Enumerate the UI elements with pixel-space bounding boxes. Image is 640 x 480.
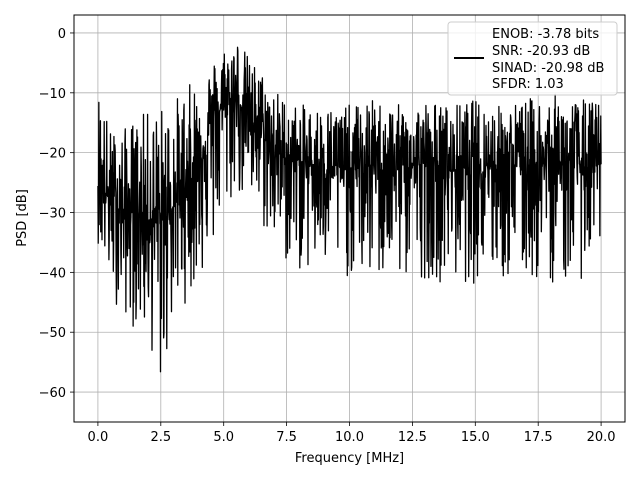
x-tick-label: 0.0 xyxy=(88,430,109,445)
legend-box xyxy=(447,21,618,96)
plot-area xyxy=(97,46,602,373)
y-tick-label: −40 xyxy=(39,266,66,281)
legend-entry: SNR: -20.93 dB xyxy=(492,44,590,59)
x-tick-label: 5.0 xyxy=(213,430,234,445)
x-axis: 0.0 2.5 5.0 7.5 10.0 12.5 15.0 17.5 20.0 xyxy=(88,422,616,445)
x-tick-label: 15.0 xyxy=(461,430,490,445)
legend-entry: ENOB: -3.78 bits xyxy=(492,27,599,42)
y-tick-label: −60 xyxy=(39,386,66,401)
legend-entry: SINAD: -20.98 dB xyxy=(492,61,604,76)
y-tick-label: −10 xyxy=(39,87,66,102)
y-tick-label: −50 xyxy=(39,326,66,341)
x-tick-label: 17.5 xyxy=(524,430,553,445)
y-axis-label: PSD [dB] xyxy=(15,189,30,247)
y-tick-label: 0 xyxy=(58,27,66,42)
y-tick-label: −20 xyxy=(39,147,66,162)
psd-series-line xyxy=(97,46,602,373)
x-axis-label: Frequency [MHz] xyxy=(295,451,404,466)
y-tick-label: −30 xyxy=(39,207,66,222)
x-tick-label: 2.5 xyxy=(150,430,171,445)
x-tick-label: 7.5 xyxy=(276,430,297,445)
legend: ENOB: -3.78 bits SNR: -20.93 dB SINAD: -… xyxy=(447,21,618,96)
y-axis: 0 −10 −20 −30 −40 −50 −60 xyxy=(39,27,74,401)
x-tick-label: 20.0 xyxy=(587,430,616,445)
x-tick-label: 10.0 xyxy=(335,430,364,445)
x-tick-label: 12.5 xyxy=(398,430,427,445)
legend-entry: SFDR: 1.03 xyxy=(492,77,564,92)
